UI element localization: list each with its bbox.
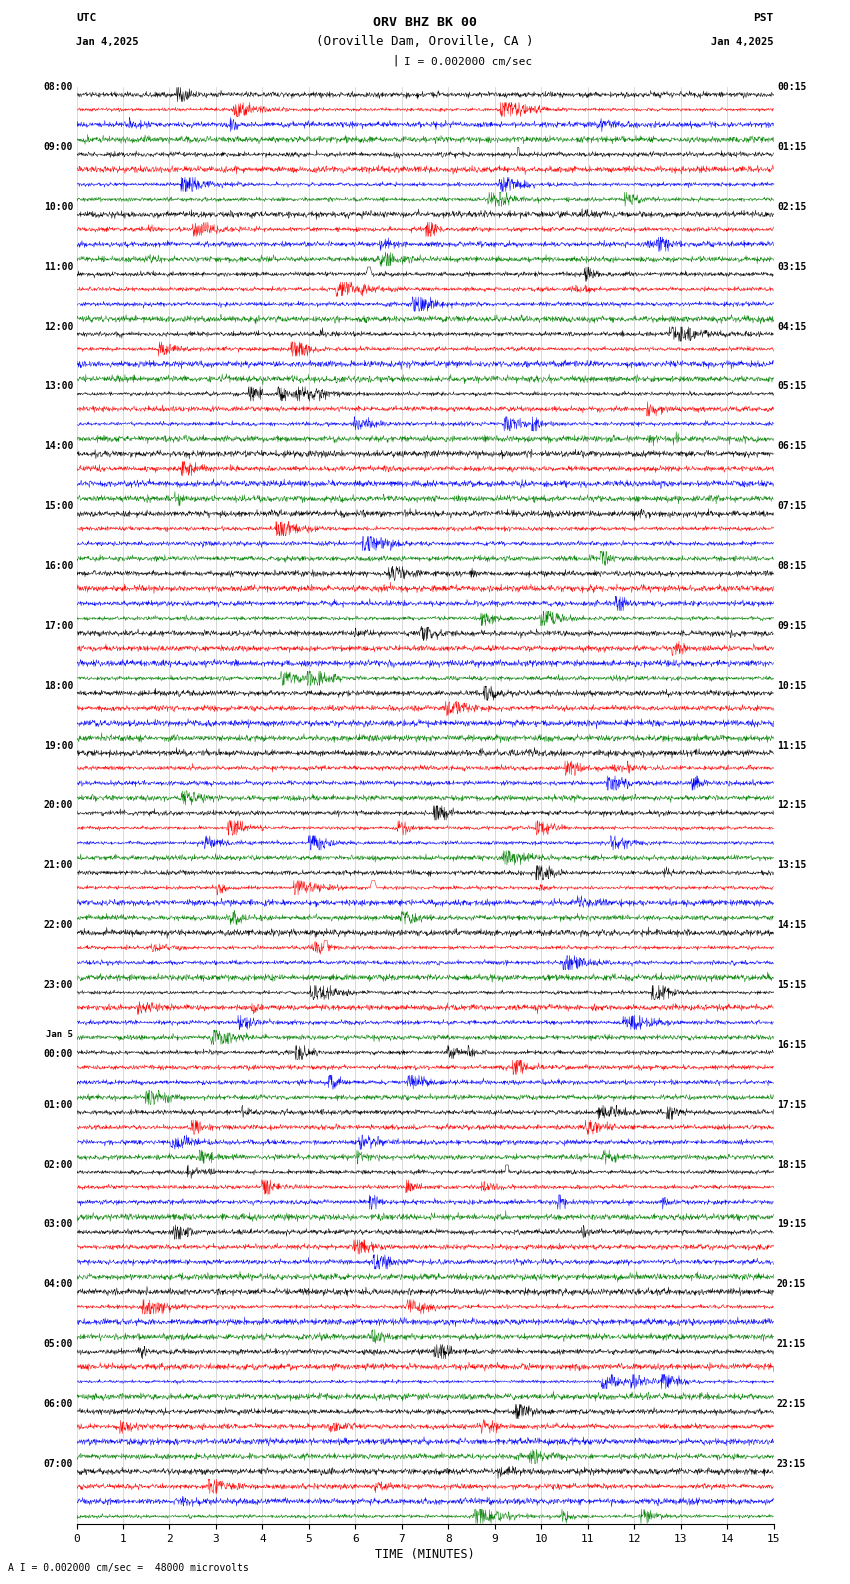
Text: 03:15: 03:15: [777, 261, 807, 272]
Text: UTC: UTC: [76, 13, 97, 24]
Text: 04:15: 04:15: [777, 322, 807, 331]
X-axis label: TIME (MINUTES): TIME (MINUTES): [375, 1548, 475, 1560]
Text: A I = 0.002000 cm/sec =  48000 microvolts: A I = 0.002000 cm/sec = 48000 microvolts: [8, 1563, 249, 1573]
Text: 18:00: 18:00: [43, 681, 73, 691]
Text: 14:00: 14:00: [43, 442, 73, 451]
Text: 07:15: 07:15: [777, 501, 807, 512]
Text: Jan 4,2025: Jan 4,2025: [711, 36, 774, 46]
Text: 11:15: 11:15: [777, 741, 807, 751]
Text: 02:00: 02:00: [43, 1159, 73, 1169]
Text: 08:00: 08:00: [43, 82, 73, 92]
Text: 10:00: 10:00: [43, 201, 73, 212]
Text: (Oroville Dam, Oroville, CA ): (Oroville Dam, Oroville, CA ): [316, 35, 534, 48]
Text: 06:15: 06:15: [777, 442, 807, 451]
Text: 17:15: 17:15: [777, 1099, 807, 1110]
Text: 08:15: 08:15: [777, 561, 807, 570]
Text: Jan 4,2025: Jan 4,2025: [76, 36, 139, 46]
Text: 21:15: 21:15: [777, 1338, 807, 1350]
Text: PST: PST: [753, 13, 774, 24]
Text: I = 0.002000 cm/sec: I = 0.002000 cm/sec: [404, 57, 532, 67]
Text: 16:15: 16:15: [777, 1041, 807, 1050]
Text: 16:00: 16:00: [43, 561, 73, 570]
Text: 12:00: 12:00: [43, 322, 73, 331]
Text: ❘: ❘: [391, 54, 399, 68]
Text: 23:15: 23:15: [777, 1459, 807, 1468]
Text: 19:15: 19:15: [777, 1220, 807, 1229]
Text: 04:00: 04:00: [43, 1280, 73, 1289]
Text: 19:00: 19:00: [43, 741, 73, 751]
Text: 21:00: 21:00: [43, 860, 73, 870]
Text: 13:00: 13:00: [43, 382, 73, 391]
Text: 01:00: 01:00: [43, 1099, 73, 1110]
Text: 15:00: 15:00: [43, 501, 73, 512]
Text: 23:00: 23:00: [43, 980, 73, 990]
Text: 15:15: 15:15: [777, 980, 807, 990]
Text: 09:15: 09:15: [777, 621, 807, 630]
Text: 20:15: 20:15: [777, 1280, 807, 1289]
Text: 12:15: 12:15: [777, 800, 807, 811]
Text: 14:15: 14:15: [777, 920, 807, 930]
Text: 02:15: 02:15: [777, 201, 807, 212]
Text: 07:00: 07:00: [43, 1459, 73, 1468]
Text: 13:15: 13:15: [777, 860, 807, 870]
Text: 00:00: 00:00: [43, 1049, 73, 1058]
Text: 05:00: 05:00: [43, 1338, 73, 1350]
Text: 22:15: 22:15: [777, 1399, 807, 1410]
Text: 11:00: 11:00: [43, 261, 73, 272]
Text: 22:00: 22:00: [43, 920, 73, 930]
Text: 06:00: 06:00: [43, 1399, 73, 1410]
Text: 10:15: 10:15: [777, 681, 807, 691]
Text: 20:00: 20:00: [43, 800, 73, 811]
Text: 09:00: 09:00: [43, 143, 73, 152]
Text: 17:00: 17:00: [43, 621, 73, 630]
Text: 18:15: 18:15: [777, 1159, 807, 1169]
Text: 01:15: 01:15: [777, 143, 807, 152]
Text: 00:15: 00:15: [777, 82, 807, 92]
Text: 05:15: 05:15: [777, 382, 807, 391]
Text: Jan 5: Jan 5: [46, 1030, 73, 1039]
Text: 03:00: 03:00: [43, 1220, 73, 1229]
Text: ORV BHZ BK 00: ORV BHZ BK 00: [373, 16, 477, 29]
